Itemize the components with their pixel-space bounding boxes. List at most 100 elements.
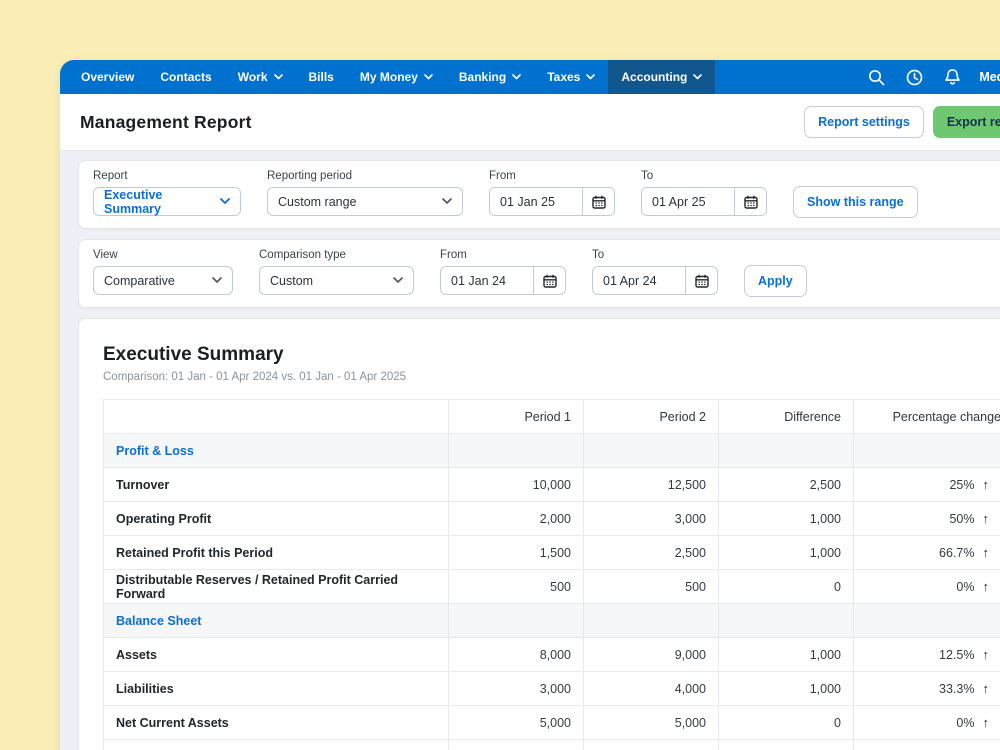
table-header-row: Period 1 Period 2 Difference Percentage … bbox=[103, 399, 1000, 434]
nav-item-contacts[interactable]: Contacts bbox=[147, 60, 224, 94]
nav-item-label: My Money bbox=[359, 70, 418, 84]
report-select[interactable]: Executive Summary bbox=[93, 187, 241, 216]
calendar-icon[interactable] bbox=[685, 267, 717, 294]
nav-item-label: Taxes bbox=[547, 70, 581, 84]
comparison-type-select[interactable]: Custom bbox=[259, 266, 414, 295]
report-section-title: Executive Summary bbox=[103, 344, 284, 365]
difference-value: 1,000 bbox=[718, 535, 854, 570]
page-title: Management Report bbox=[80, 111, 252, 132]
section-header-row: Balance Sheet bbox=[103, 603, 1000, 638]
view-select[interactable]: Comparative bbox=[93, 266, 233, 295]
calendar-icon[interactable] bbox=[734, 188, 766, 215]
percentage-value: 0% bbox=[956, 579, 975, 594]
difference-value: 1,000 bbox=[718, 671, 854, 706]
comparison-to-field: To bbox=[592, 249, 718, 295]
percentage-change-cell: 33.3% ↑ bbox=[853, 671, 1000, 706]
comparison-from-input[interactable] bbox=[441, 267, 533, 294]
row-label: Net Current Assets bbox=[103, 705, 449, 740]
difference-value: 0 bbox=[718, 705, 854, 740]
empty-cell bbox=[448, 433, 584, 468]
comparison-to-label: To bbox=[592, 249, 605, 261]
period1-value: 8,000 bbox=[448, 637, 584, 672]
chevron-down-icon bbox=[693, 74, 703, 80]
section-label[interactable]: Profit & Loss bbox=[103, 433, 449, 468]
nav-item-label: Accounting bbox=[621, 70, 688, 84]
percentage-change-cell: 0%↑ bbox=[853, 569, 1000, 604]
top-navigation: Overview Contacts Work Bills My Money Ba… bbox=[60, 60, 1000, 94]
export-report-button[interactable]: Export report bbox=[932, 106, 1000, 138]
comparison-type-field: Comparison type Custom bbox=[259, 249, 414, 295]
notifications-bell-icon[interactable] bbox=[933, 60, 971, 94]
to-date-field: To bbox=[641, 170, 767, 216]
difference-value: 1,000 bbox=[718, 501, 854, 536]
nav-item-label: Overview bbox=[81, 70, 135, 84]
account-name[interactable]: MediaNode bbox=[979, 70, 1000, 84]
period2-value: 12,500 bbox=[583, 467, 719, 502]
percentage-change-cell: 66.7% ↑ bbox=[853, 535, 1000, 570]
row-label: Turnover bbox=[103, 467, 449, 502]
apply-button[interactable]: Apply bbox=[744, 264, 807, 297]
report-select-value: Executive Summary bbox=[104, 187, 163, 216]
show-this-range-button[interactable]: Show this range bbox=[793, 185, 918, 218]
empty-cell bbox=[853, 603, 1000, 638]
reporting-period-select[interactable]: Custom range bbox=[267, 187, 463, 216]
report-settings-button[interactable]: Report settings bbox=[804, 106, 924, 138]
nav-item-overview[interactable]: Overview bbox=[68, 60, 147, 94]
nav-item-label: Work bbox=[237, 70, 268, 84]
trend-up-arrow-icon: ↑ bbox=[982, 715, 990, 730]
nav-item-bills[interactable]: Bills bbox=[296, 60, 347, 94]
chevron-down-icon bbox=[512, 74, 522, 80]
period1-value: 5,000 bbox=[448, 705, 584, 740]
row-label: Retained Profit this Period bbox=[103, 535, 449, 570]
difference-value: 1,000 bbox=[718, 637, 854, 672]
percentage-value: 12.5% bbox=[939, 647, 975, 662]
section-label[interactable]: Balance Sheet bbox=[103, 603, 449, 638]
chevron-down-icon bbox=[273, 74, 283, 80]
page-body: Report Executive Summary Reporting perio… bbox=[60, 151, 1000, 750]
nav-item-banking[interactable]: Banking bbox=[446, 60, 534, 94]
period1-value: 1,500 bbox=[448, 535, 584, 570]
view-field: View Comparative bbox=[93, 249, 233, 295]
period2-value: 3,000 bbox=[583, 501, 719, 536]
section-header-row: Profit & Loss bbox=[103, 433, 1000, 468]
trend-up-arrow-icon: ↑ bbox=[982, 647, 990, 662]
chevron-down-icon bbox=[442, 198, 452, 205]
row-label: Operating Profit bbox=[103, 501, 449, 536]
percentage-value: 25% bbox=[949, 477, 975, 492]
period1-value: 3,000 bbox=[448, 671, 584, 706]
column-header-empty bbox=[103, 399, 449, 434]
nav-item-work[interactable]: Work bbox=[225, 60, 296, 94]
executive-summary-card: Executive Summary Comparison: 01 Jan - 0… bbox=[78, 318, 1000, 750]
period2-value: 5,000 bbox=[583, 739, 719, 750]
comparison-to-input[interactable] bbox=[593, 267, 685, 294]
column-header-percentage-change: Percentage change bbox=[853, 399, 1000, 434]
reporting-period-label: Reporting period bbox=[267, 170, 353, 182]
percentage-value: 33.3% bbox=[939, 681, 975, 696]
nav-item-my-money[interactable]: My Money bbox=[347, 60, 446, 94]
calendar-icon[interactable] bbox=[582, 188, 614, 215]
page-header: Management Report Report settings Export… bbox=[60, 94, 1000, 151]
column-header-period1: Period 1 bbox=[448, 399, 584, 434]
empty-cell bbox=[718, 433, 854, 468]
nav-item-accounting[interactable]: Accounting bbox=[608, 60, 716, 94]
chevron-down-icon bbox=[212, 277, 222, 284]
to-date-input[interactable] bbox=[642, 188, 734, 215]
period1-value: 10,000 bbox=[448, 467, 584, 502]
search-icon[interactable] bbox=[857, 60, 895, 94]
percentage-value: 66.7% bbox=[939, 545, 975, 560]
recent-history-icon[interactable] bbox=[895, 60, 933, 94]
table-row: Liabilities 3,000 4,000 1,000 33.3% ↑ bbox=[103, 671, 1000, 706]
column-header-period2: Period 2 bbox=[583, 399, 719, 434]
percentage-change-cell: 0%↑ bbox=[853, 739, 1000, 750]
nav-item-taxes[interactable]: Taxes bbox=[534, 60, 608, 94]
calendar-icon[interactable] bbox=[533, 267, 565, 294]
column-header-difference: Difference bbox=[718, 399, 854, 434]
chevron-down-icon bbox=[424, 74, 433, 80]
period2-value: 500 bbox=[583, 569, 719, 604]
difference-value: 0 bbox=[718, 569, 854, 604]
from-date-input[interactable] bbox=[490, 188, 582, 215]
report-field-label: Report bbox=[93, 170, 128, 182]
row-label: Total Owners' Equity bbox=[103, 739, 449, 750]
row-label: Distributable Reserves / Retained Profit… bbox=[103, 569, 449, 604]
view-select-value: Comparative bbox=[104, 273, 175, 288]
